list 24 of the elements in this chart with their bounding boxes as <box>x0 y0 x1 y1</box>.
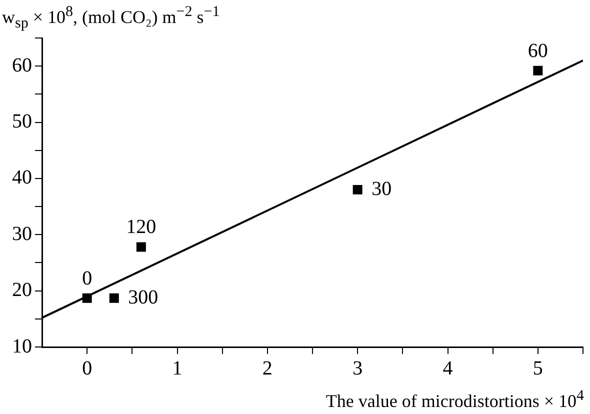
y-tick-label: 50 <box>12 110 32 133</box>
y-tick-label: 60 <box>12 54 32 76</box>
point <box>352 184 362 194</box>
point <box>136 242 146 252</box>
y-tick-label: 20 <box>12 279 32 302</box>
x-tick-label: 5 <box>532 357 543 380</box>
point <box>82 293 92 303</box>
point <box>533 66 543 76</box>
annotation: 30 <box>372 178 392 200</box>
x-tick-label: 4 <box>442 357 453 380</box>
point <box>109 293 119 303</box>
x-tick-label: 1 <box>172 357 182 380</box>
annotation: 0 <box>82 267 92 290</box>
y-axis-title: w$_{sp}$ × 10$^{8}$, (mol CO₂) m$^{−2}$ s$^{−1}$ <box>2 4 220 33</box>
x-tick-label: 0 <box>82 357 92 380</box>
y-tick-label: 40 <box>12 166 32 189</box>
annotation: 120 <box>126 216 156 238</box>
annotation: 60 <box>528 40 548 62</box>
y-tick-label: 10 <box>12 335 32 358</box>
x-tick-label: 2 <box>262 357 272 380</box>
y-tick-label: 30 <box>12 222 32 245</box>
x-axis-title: The value of microdistortions × 10$^{4}$ <box>326 388 584 412</box>
x-tick-label: 3 <box>352 357 363 380</box>
annotation: 300 <box>128 286 158 308</box>
